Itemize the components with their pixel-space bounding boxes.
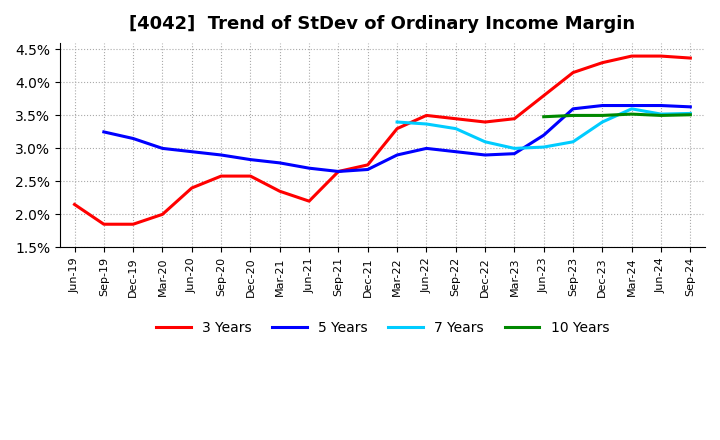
Title: [4042]  Trend of StDev of Ordinary Income Margin: [4042] Trend of StDev of Ordinary Income… [130, 15, 636, 33]
Legend: 3 Years, 5 Years, 7 Years, 10 Years: 3 Years, 5 Years, 7 Years, 10 Years [150, 315, 615, 341]
